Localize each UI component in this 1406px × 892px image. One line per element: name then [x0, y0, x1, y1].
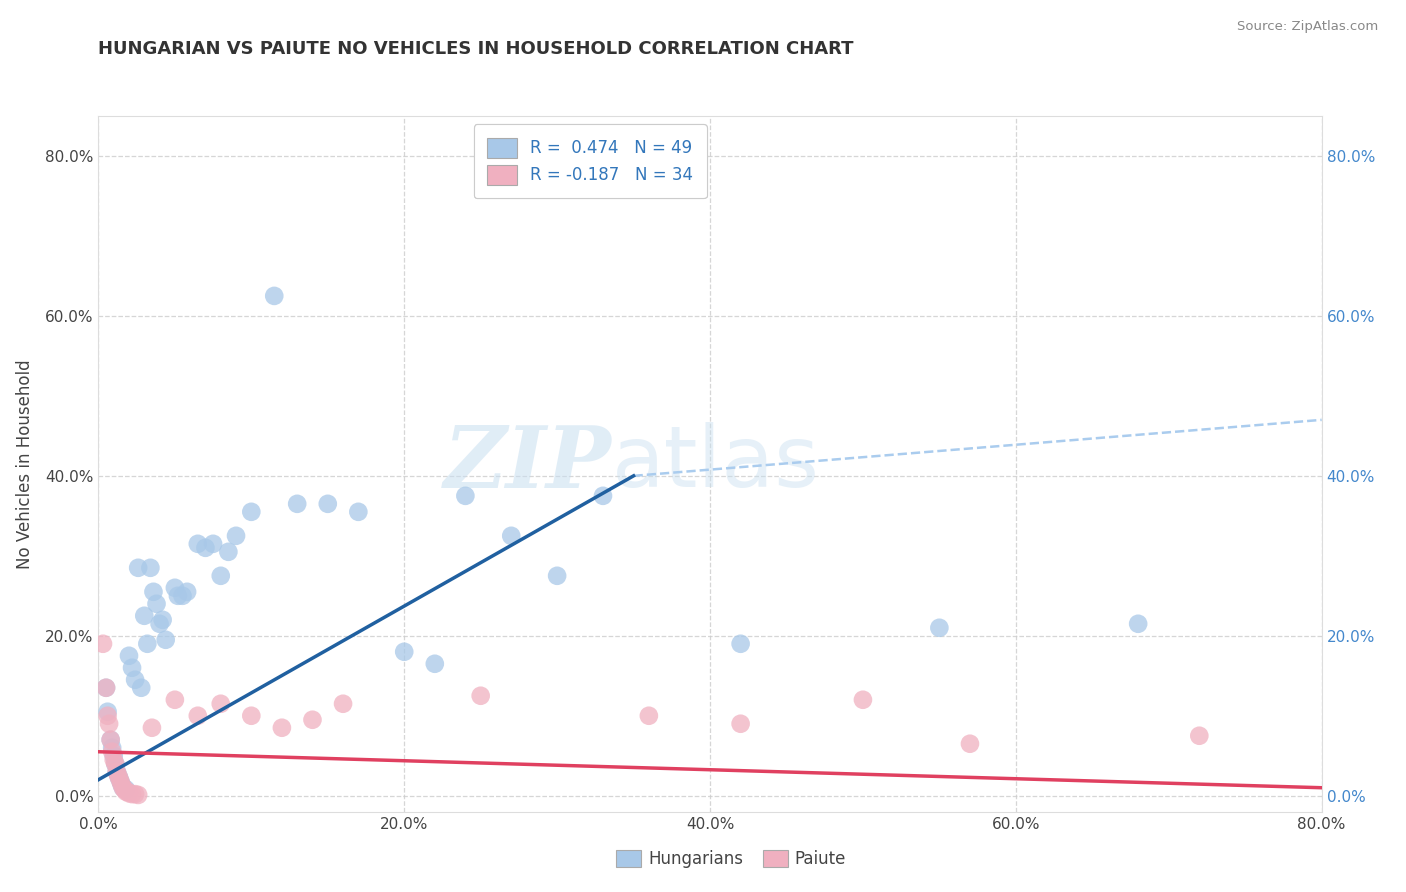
Point	[592, 489, 614, 503]
Point	[149, 616, 172, 631]
Point	[139, 561, 162, 575]
Point	[155, 632, 177, 647]
Point	[240, 505, 263, 519]
Point	[217, 545, 239, 559]
Point	[107, 769, 129, 783]
Point	[97, 705, 120, 719]
Point	[115, 782, 138, 797]
Point	[240, 708, 263, 723]
Point	[423, 657, 446, 671]
Point	[124, 787, 146, 801]
Point	[209, 569, 232, 583]
Point	[105, 764, 128, 779]
Point	[347, 505, 370, 519]
Point	[100, 732, 122, 747]
Point	[112, 782, 135, 797]
Point	[141, 721, 163, 735]
Point	[121, 787, 143, 801]
Point	[501, 529, 523, 543]
Point	[270, 721, 292, 735]
Point	[301, 713, 323, 727]
Text: ZIP: ZIP	[444, 422, 612, 506]
Point	[392, 645, 416, 659]
Point	[103, 753, 125, 767]
Point	[142, 584, 165, 599]
Point	[285, 497, 308, 511]
Point	[104, 756, 127, 771]
Point	[110, 777, 132, 791]
Point	[111, 780, 134, 795]
Point	[167, 589, 190, 603]
Point	[225, 529, 247, 543]
Point	[187, 537, 209, 551]
Point	[470, 689, 492, 703]
Point	[332, 697, 354, 711]
Point	[316, 497, 339, 511]
Point	[730, 637, 752, 651]
Point	[1188, 729, 1211, 743]
Point	[124, 673, 146, 687]
Point	[136, 637, 159, 651]
Point	[187, 708, 209, 723]
Point	[117, 785, 139, 799]
Point	[454, 489, 477, 503]
Point	[163, 692, 186, 706]
Point	[127, 561, 149, 575]
Point	[101, 745, 124, 759]
Point	[118, 648, 141, 663]
Point	[263, 289, 285, 303]
Point	[959, 737, 981, 751]
Point	[107, 769, 129, 783]
Point	[852, 692, 875, 706]
Point	[176, 584, 198, 599]
Text: atlas: atlas	[612, 422, 820, 506]
Point	[118, 786, 141, 800]
Point	[108, 772, 131, 787]
Point	[194, 541, 217, 555]
Text: Source: ZipAtlas.com: Source: ZipAtlas.com	[1237, 20, 1378, 33]
Point	[103, 748, 125, 763]
Point	[91, 637, 114, 651]
Point	[928, 621, 950, 635]
Point	[111, 780, 134, 795]
Point	[121, 661, 143, 675]
Point	[209, 697, 232, 711]
Point	[104, 756, 127, 771]
Point	[134, 608, 156, 623]
Point	[637, 708, 661, 723]
Point	[127, 788, 149, 802]
Point	[108, 772, 131, 787]
Point	[110, 777, 132, 791]
Point	[98, 716, 121, 731]
Point	[145, 597, 167, 611]
Point	[129, 681, 152, 695]
Point	[730, 716, 752, 731]
Text: HUNGARIAN VS PAIUTE NO VEHICLES IN HOUSEHOLD CORRELATION CHART: HUNGARIAN VS PAIUTE NO VEHICLES IN HOUSE…	[98, 40, 853, 58]
Point	[115, 785, 138, 799]
Point	[100, 732, 122, 747]
Legend: R =  0.474   N = 49, R = -0.187   N = 34: R = 0.474 N = 49, R = -0.187 N = 34	[474, 124, 707, 198]
Point	[94, 681, 117, 695]
Point	[172, 589, 194, 603]
Legend: Hungarians, Paiute: Hungarians, Paiute	[610, 843, 852, 875]
Point	[152, 613, 174, 627]
Point	[163, 581, 186, 595]
Point	[1128, 616, 1150, 631]
Y-axis label: No Vehicles in Household: No Vehicles in Household	[15, 359, 34, 569]
Point	[105, 764, 128, 779]
Point	[101, 740, 124, 755]
Point	[97, 708, 120, 723]
Point	[202, 537, 225, 551]
Point	[546, 569, 568, 583]
Point	[94, 681, 117, 695]
